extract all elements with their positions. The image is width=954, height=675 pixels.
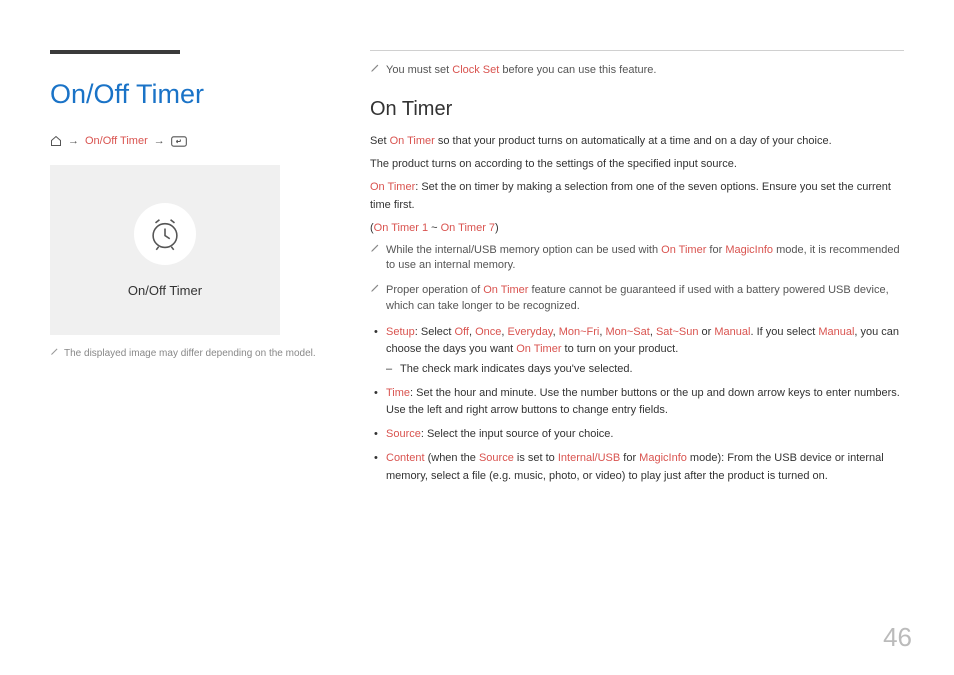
text-fragment: : Select (415, 326, 455, 338)
accent-text: Source (479, 452, 514, 464)
note-text: You must set Clock Set before you can us… (386, 63, 904, 78)
text-fragment: ) (495, 222, 499, 234)
text-fragment: for (620, 452, 639, 464)
top-note: You must set Clock Set before you can us… (370, 63, 904, 78)
accent-text: MagicInfo (639, 452, 687, 464)
accent-text: On Timer 7 (441, 222, 495, 234)
text-fragment: for (706, 244, 725, 256)
text-fragment: . If you select (750, 326, 818, 338)
caption-text: The displayed image may differ depending… (64, 347, 316, 360)
accent-text: Clock Set (452, 64, 499, 76)
text-fragment: ~ (428, 222, 441, 234)
top-bar (50, 50, 180, 54)
accent-text: Source (386, 428, 421, 440)
text-fragment: so that your product turns on automatica… (435, 135, 832, 147)
note-text: While the internal/USB memory option can… (386, 243, 904, 274)
setup-options: Off, Once, Everyday, Mon~Fri, Mon~Sat, S… (455, 326, 751, 338)
accent-text: Everyday (508, 326, 553, 338)
page-title: On/Off Timer (50, 79, 330, 110)
enter-icon (171, 136, 187, 147)
page-number: 46 (883, 622, 912, 653)
image-caption: The displayed image may differ depending… (50, 347, 330, 360)
breadcrumb: → On/Off Timer → (50, 135, 330, 147)
breadcrumb-item: On/Off Timer (85, 135, 148, 147)
list-item: Source: Select the input source of your … (370, 426, 904, 443)
accent-text: Content (386, 452, 425, 464)
bullet-list: Setup: Select Off, Once, Everyday, Mon~F… (370, 324, 904, 484)
right-column: You must set Clock Set before you can us… (370, 50, 904, 645)
text-fragment: Set (370, 135, 390, 147)
text-fragment: to turn on your product. (561, 343, 678, 355)
feature-tile: On/Off Timer (50, 165, 280, 335)
list-item: Time: Set the hour and minute. Use the n… (370, 385, 904, 419)
accent-text: Mon~Sat (605, 326, 649, 338)
list-item: Content (when the Source is set to Inter… (370, 450, 904, 484)
pencil-icon (370, 243, 380, 253)
clock-icon (146, 215, 184, 253)
text-fragment: You must set (386, 64, 452, 76)
breadcrumb-arrow: → (154, 135, 165, 147)
accent-text: Once (475, 326, 501, 338)
accent-text: On Timer (483, 284, 528, 296)
note-text: Proper operation of On Timer feature can… (386, 283, 904, 314)
pencil-icon (50, 347, 59, 356)
accent-text: On Timer (370, 181, 415, 193)
accent-text: Internal/USB (558, 452, 620, 464)
home-icon (50, 135, 62, 147)
pencil-icon (370, 283, 380, 293)
accent-text: Sat~Sun (656, 326, 699, 338)
paragraph: On Timer: Set the on timer by making a s… (370, 179, 904, 213)
accent-text: Off (455, 326, 469, 338)
text-fragment: before you can use this feature. (499, 64, 656, 76)
accent-text: On Timer 1 (374, 222, 428, 234)
left-column: On/Off Timer → On/Off Timer → On/Off Tim… (50, 50, 330, 645)
breadcrumb-arrow: → (68, 135, 79, 147)
sub-item: The check mark indicates days you've sel… (386, 361, 904, 378)
text-fragment: : Set the on timer by making a selection… (370, 181, 891, 210)
accent-text: On Timer (661, 244, 706, 256)
paragraph: Set On Timer so that your product turns … (370, 133, 904, 150)
accent-text: MagicInfo (725, 244, 773, 256)
paragraph: (On Timer 1 ~ On Timer 7) (370, 220, 904, 237)
text-fragment: is set to (514, 452, 558, 464)
clock-icon-circle (134, 203, 196, 265)
text-fragment: While the internal/USB memory option can… (386, 244, 661, 256)
accent-text: Mon~Fri (559, 326, 600, 338)
accent-text: Manual (818, 326, 854, 338)
accent-text: Manual (714, 326, 750, 338)
accent-text: On Timer (516, 343, 561, 355)
accent-text: On Timer (390, 135, 435, 147)
list-item: Setup: Select Off, Once, Everyday, Mon~F… (370, 324, 904, 378)
note: Proper operation of On Timer feature can… (370, 283, 904, 314)
text-fragment: : Set the hour and minute. Use the numbe… (386, 387, 900, 416)
accent-text: Time (386, 387, 410, 399)
text-fragment: : Select the input source of your choice… (421, 428, 614, 440)
note: While the internal/USB memory option can… (370, 243, 904, 274)
tile-label: On/Off Timer (128, 283, 202, 298)
accent-text: Setup (386, 326, 415, 338)
paragraph: The product turns on according to the se… (370, 156, 904, 173)
pencil-icon (370, 63, 380, 73)
section-subtitle: On Timer (370, 98, 904, 121)
text-fragment: (when the (425, 452, 479, 464)
text-fragment: Proper operation of (386, 284, 483, 296)
